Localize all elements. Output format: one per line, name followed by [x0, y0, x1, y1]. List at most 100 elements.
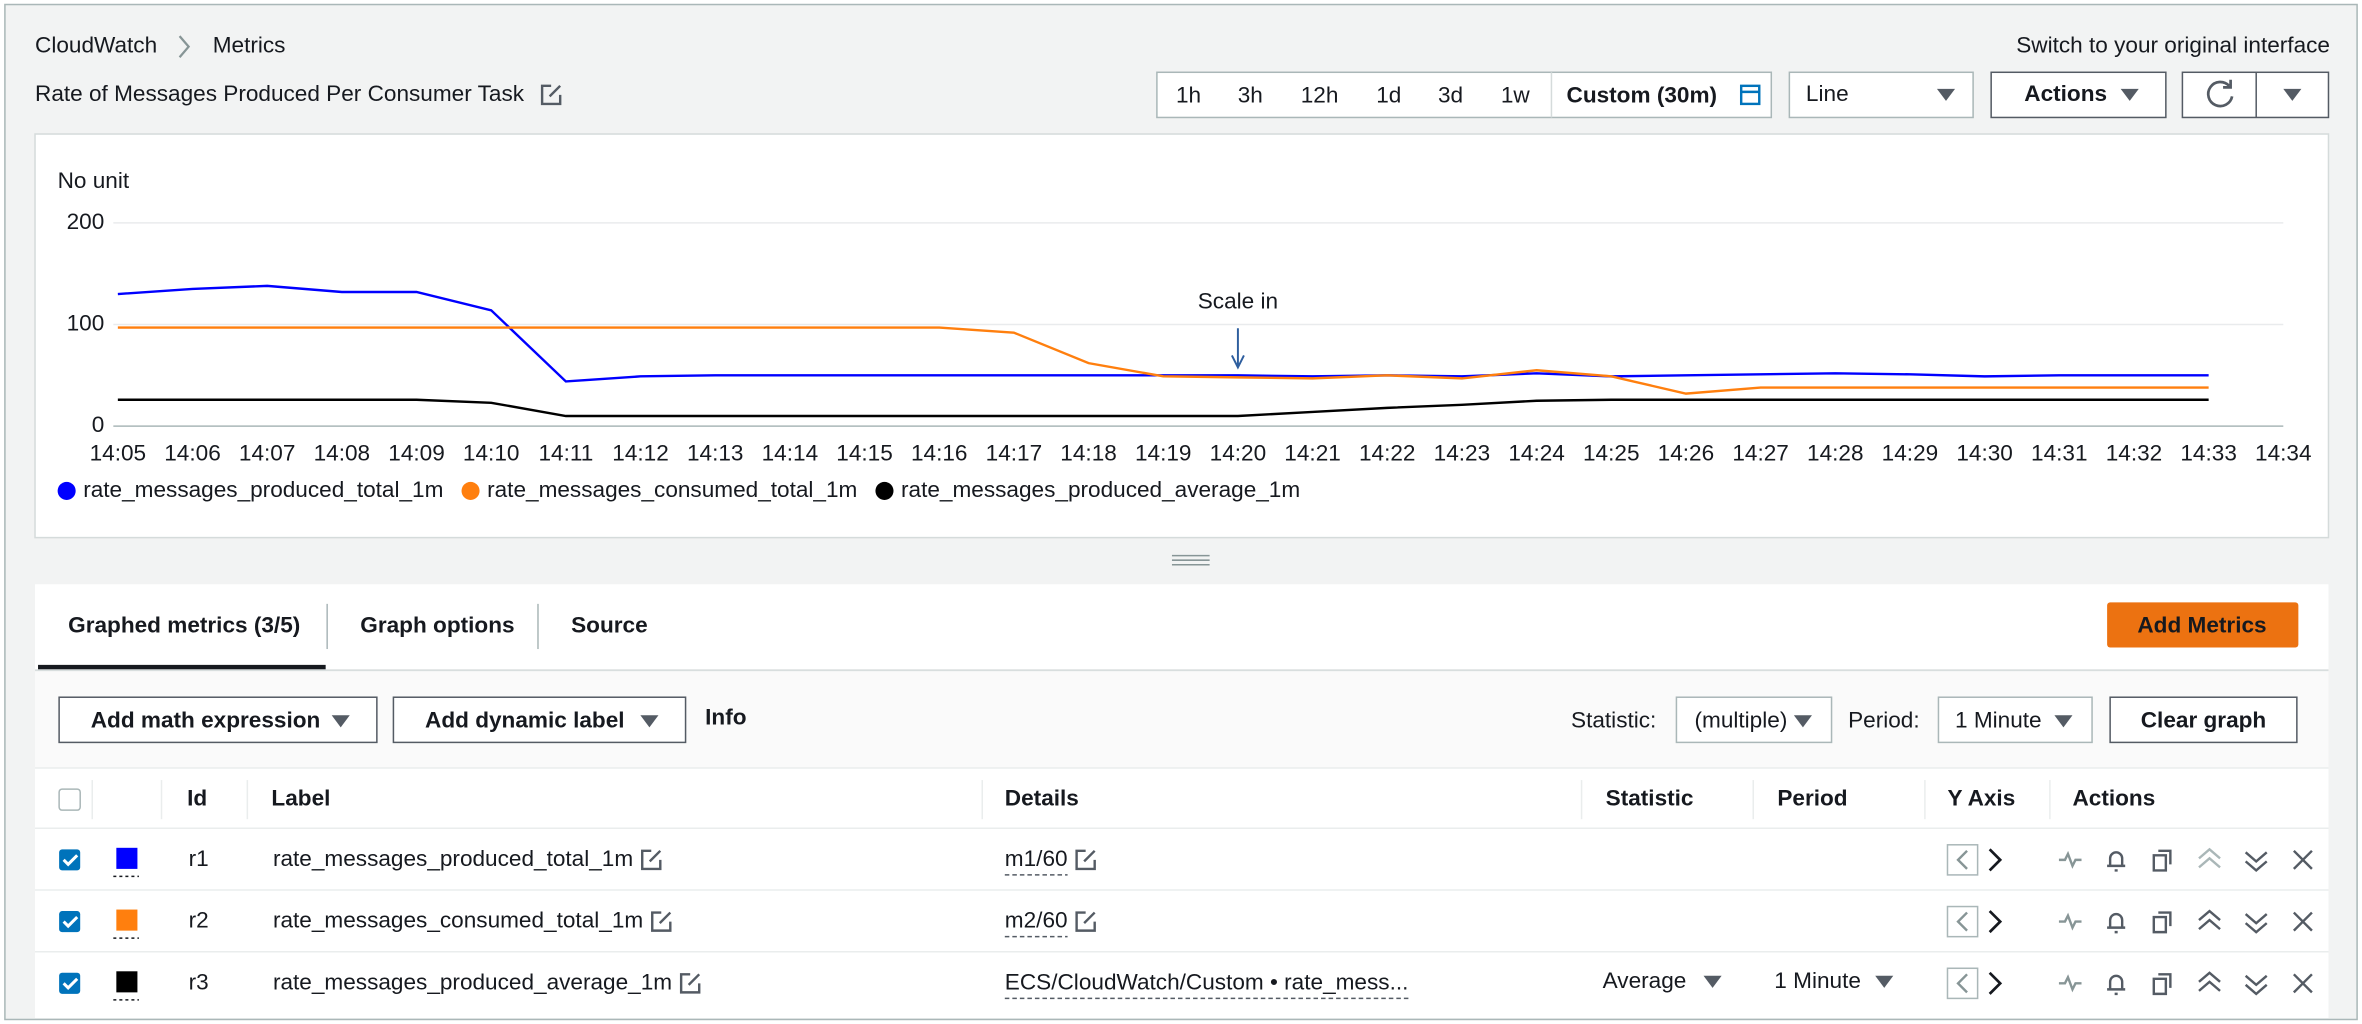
caret [2054, 715, 2073, 728]
row-action[interactable] [2292, 849, 2313, 870]
add-metrics-label: Add Metrics [2137, 612, 2266, 637]
legend-swatch[interactable] [461, 481, 480, 500]
legend-entry[interactable]: rate_messages_consumed_total_1m [487, 477, 857, 502]
x-tick-label: 14:20 [1210, 441, 1267, 466]
x-tick-label: 14:32 [2106, 441, 2163, 466]
column-header: Actions [2072, 786, 2155, 811]
column-header: Details [1005, 786, 1079, 811]
row-action[interactable] [2058, 850, 2082, 869]
y-axis-left[interactable] [1946, 844, 1979, 876]
checkbox[interactable] [58, 788, 81, 811]
x-tick-label: 14:23 [1434, 441, 1491, 466]
x-tick-label: 14:06 [164, 441, 221, 466]
math-button[interactable] [58, 696, 378, 744]
y-tick-label: 200 [67, 209, 105, 234]
color-swatch[interactable] [116, 971, 138, 993]
row-action[interactable] [2058, 912, 2082, 931]
x-tick-label: 14:18 [1060, 441, 1117, 466]
actions-button[interactable] [1990, 71, 2167, 119]
table [35, 768, 2329, 1018]
checkbox-checked[interactable] [59, 911, 81, 933]
row-action[interactable] [2152, 973, 2172, 996]
y-axis-right[interactable] [1988, 910, 2003, 934]
legend-entry[interactable]: rate_messages_produced_total_1m [83, 477, 443, 502]
caret [1875, 975, 1894, 988]
row-action[interactable] [2292, 973, 2313, 994]
checkbox-checked[interactable] [59, 972, 81, 994]
x-tick-label: 14:28 [1807, 441, 1864, 466]
row-details[interactable]: m1/60 [1005, 846, 1068, 871]
time-range-button[interactable]: 12h [1301, 82, 1339, 107]
legend-entry[interactable]: rate_messages_produced_average_1m [901, 477, 1300, 502]
edit-icon[interactable] [540, 84, 562, 106]
row-action[interactable] [2198, 909, 2221, 931]
row-action[interactable] [2244, 851, 2268, 872]
add-metrics-button[interactable] [2107, 602, 2299, 648]
chart-panel [34, 133, 2330, 539]
checkbox-checked[interactable] [59, 849, 81, 871]
column-header: Label [271, 786, 330, 811]
dynamic-button[interactable] [392, 696, 687, 744]
y-axis-right[interactable] [1988, 848, 2003, 872]
row-action[interactable] [2198, 847, 2221, 869]
time-range-button[interactable]: 3h [1238, 82, 1263, 107]
tab[interactable]: Graph options [360, 612, 514, 637]
page-title: Rate of Messages Produced Per Consumer T… [35, 81, 525, 106]
edit-icon[interactable] [641, 849, 662, 871]
legend-swatch[interactable] [875, 481, 894, 500]
y-axis-left-icon [1956, 849, 1968, 870]
y-axis-left-icon [1956, 973, 1968, 994]
x-tick-label: 14:05 [90, 441, 147, 466]
period-label: Period: [1848, 707, 1920, 732]
x-tick-label: 14:34 [2255, 441, 2312, 466]
time-range-button[interactable]: 1w [1501, 82, 1531, 107]
row-details[interactable]: m2/60 [1005, 908, 1068, 933]
x-tick-label: 14:25 [1583, 441, 1640, 466]
caret [640, 715, 659, 728]
y-axis-left[interactable] [1946, 967, 1979, 1000]
edit-icon[interactable] [1075, 911, 1096, 932]
row-action[interactable] [2244, 974, 2268, 996]
legend-swatch[interactable] [57, 481, 76, 500]
edit-icon[interactable] [679, 973, 701, 994]
x-tick-label: 14:24 [1508, 441, 1565, 466]
color-swatch[interactable] [116, 847, 138, 869]
row-action[interactable] [2198, 971, 2221, 992]
row-details[interactable]: ECS/CloudWatch/Custom • rate_mess... [1005, 969, 1409, 994]
y-axis-right[interactable] [1988, 971, 2003, 995]
time-range-button[interactable]: 1h [1176, 82, 1201, 107]
caret [2120, 88, 2139, 101]
breadcrumb-link[interactable]: CloudWatch [35, 33, 157, 58]
row-action[interactable] [2107, 851, 2126, 872]
chevron [178, 35, 191, 58]
y-axis-left[interactable] [1946, 905, 1979, 938]
clear-button[interactable] [2109, 696, 2298, 744]
edit-icon[interactable] [1075, 849, 1096, 871]
row-action[interactable] [2152, 849, 2172, 872]
row-action[interactable] [2058, 974, 2082, 993]
row-action[interactable] [2292, 911, 2313, 932]
x-tick-label: 14:08 [314, 441, 371, 466]
x-tick-label: 14:17 [986, 441, 1043, 466]
row-action[interactable] [2107, 912, 2126, 934]
switch-link[interactable]: Switch to your original interface [2016, 33, 2330, 58]
row-action[interactable] [2152, 911, 2172, 934]
color-swatch[interactable] [116, 909, 138, 931]
tab[interactable]: Source [571, 612, 648, 637]
tab[interactable]: Graphed metrics (3/5) [68, 612, 300, 637]
info-link[interactable]: Info [705, 704, 746, 729]
x-tick-label: 14:16 [911, 441, 968, 466]
row-statistic[interactable]: Average [1603, 968, 1687, 993]
row-action[interactable] [2107, 974, 2126, 996]
time-range-button[interactable]: 1d [1376, 82, 1401, 107]
x-tick-label: 14:27 [1732, 441, 1789, 466]
edit-icon[interactable] [651, 911, 672, 932]
annotation: Scale in [1198, 289, 1278, 314]
y-axis-label: No unit [58, 168, 130, 193]
row-action[interactable] [2244, 913, 2268, 934]
time-range-button[interactable]: Custom (30m) [1567, 82, 1718, 107]
column-header: Y Axis [1947, 786, 2015, 811]
row-period[interactable]: 1 Minute [1774, 968, 1861, 993]
time-range-button[interactable]: 3d [1438, 82, 1463, 107]
